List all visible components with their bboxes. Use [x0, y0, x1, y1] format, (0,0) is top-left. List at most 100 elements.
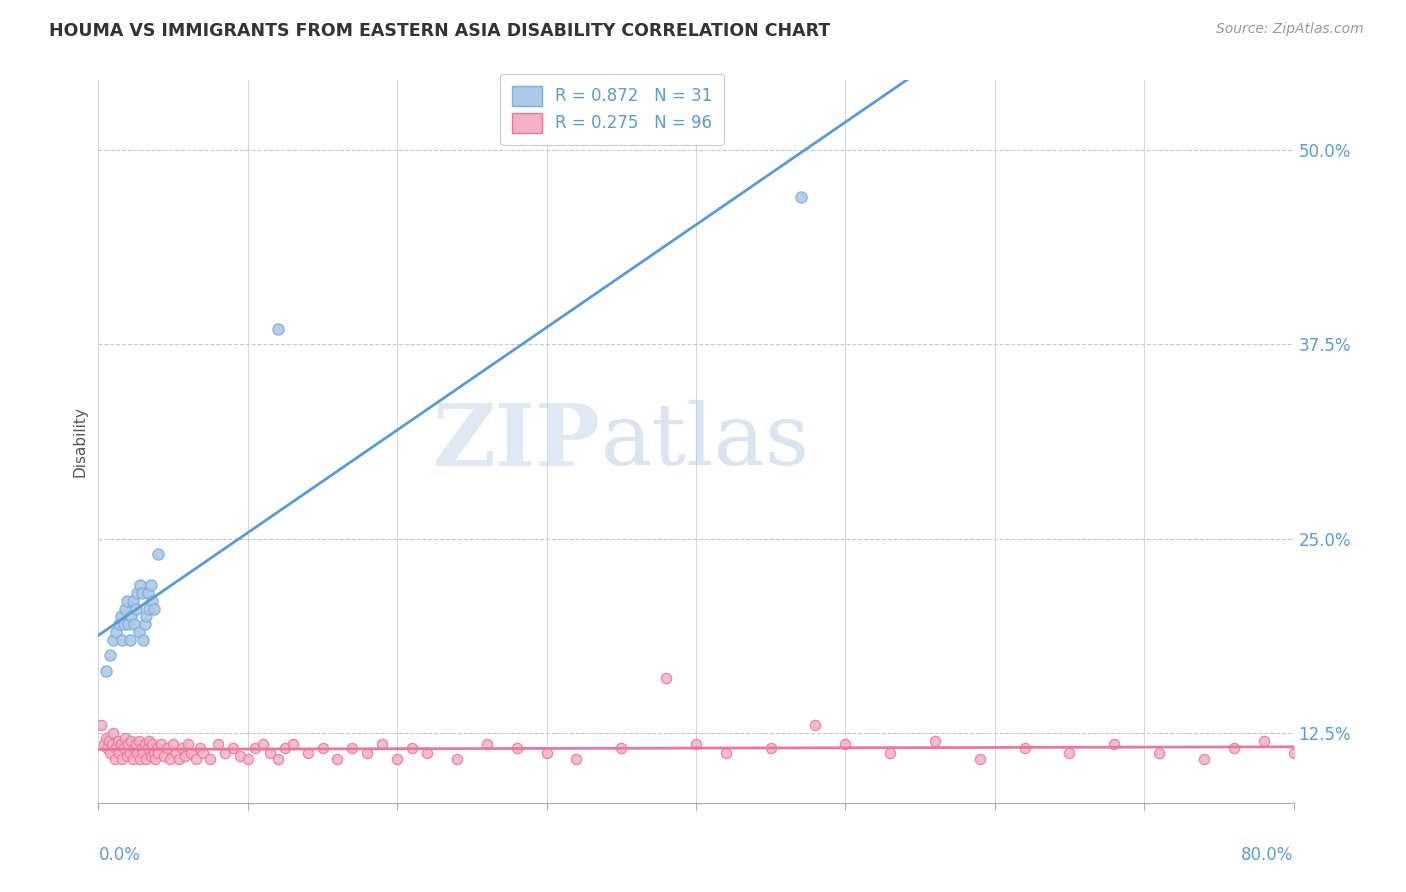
Point	[267, 752, 290, 766]
Point	[127, 746, 149, 760]
Point	[139, 578, 162, 592]
Point	[132, 632, 155, 647]
Point	[115, 749, 138, 764]
Point	[107, 733, 129, 747]
Point	[1192, 752, 1215, 766]
Point	[191, 746, 214, 760]
Point	[114, 601, 136, 615]
Point	[610, 741, 633, 756]
Point	[103, 726, 125, 740]
Point	[134, 617, 156, 632]
Point	[121, 752, 143, 766]
Point	[222, 741, 245, 756]
Point	[259, 746, 281, 760]
Point	[148, 547, 170, 561]
Point	[131, 586, 153, 600]
Point	[138, 601, 160, 615]
Point	[111, 632, 134, 647]
Point	[789, 190, 811, 204]
Point	[267, 322, 290, 336]
Legend: R = 0.872   N = 31, R = 0.275   N = 96: R = 0.872 N = 31, R = 0.275 N = 96	[501, 74, 724, 145]
Point	[131, 741, 153, 756]
Text: ZIP: ZIP	[433, 400, 600, 483]
Point	[236, 752, 259, 766]
Point	[138, 733, 160, 747]
Point	[281, 737, 304, 751]
Y-axis label: Disability: Disability	[72, 406, 87, 477]
Point	[1282, 746, 1305, 760]
Point	[143, 752, 166, 766]
Point	[132, 746, 155, 760]
Point	[342, 741, 364, 756]
Point	[207, 737, 229, 751]
Point	[1253, 733, 1275, 747]
Point	[125, 601, 148, 615]
Point	[101, 737, 124, 751]
Point	[153, 749, 176, 764]
Point	[148, 746, 170, 760]
Point	[136, 586, 159, 600]
Point	[114, 731, 136, 745]
Point	[969, 752, 991, 766]
Point	[214, 746, 236, 760]
Point	[759, 741, 782, 756]
Point	[1223, 741, 1246, 756]
Point	[200, 752, 222, 766]
Point	[655, 672, 678, 686]
Point	[156, 741, 179, 756]
Point	[103, 632, 125, 647]
Point	[94, 731, 117, 745]
Point	[121, 594, 143, 608]
Point	[108, 617, 131, 632]
Point	[385, 752, 409, 766]
Point	[97, 733, 120, 747]
Point	[326, 752, 349, 766]
Point	[118, 746, 141, 760]
Point	[245, 741, 267, 756]
Point	[252, 737, 274, 751]
Point	[128, 624, 150, 639]
Point	[188, 741, 211, 756]
Point	[297, 746, 319, 760]
Point	[117, 737, 139, 751]
Point	[110, 737, 132, 751]
Point	[118, 632, 141, 647]
Point	[879, 746, 901, 760]
Point	[105, 741, 128, 756]
Point	[115, 594, 138, 608]
Point	[141, 737, 163, 751]
Point	[804, 718, 827, 732]
Point	[124, 617, 146, 632]
Point	[356, 746, 378, 760]
Text: atlas: atlas	[600, 400, 810, 483]
Point	[98, 648, 122, 663]
Point	[229, 749, 252, 764]
Point	[141, 594, 163, 608]
Point	[120, 733, 142, 747]
Point	[685, 737, 707, 751]
Point	[125, 737, 148, 751]
Point	[475, 737, 498, 751]
Text: HOUMA VS IMMIGRANTS FROM EASTERN ASIA DISABILITY CORRELATION CHART: HOUMA VS IMMIGRANTS FROM EASTERN ASIA DI…	[49, 22, 831, 40]
Point	[111, 752, 134, 766]
Point	[112, 617, 135, 632]
Point	[96, 741, 118, 756]
Point	[506, 741, 529, 756]
Point	[924, 733, 946, 747]
Point	[127, 586, 149, 600]
Point	[834, 737, 856, 751]
Point	[159, 752, 181, 766]
Point	[150, 737, 173, 751]
Text: Source: ZipAtlas.com: Source: ZipAtlas.com	[1216, 22, 1364, 37]
Point	[565, 752, 588, 766]
Point	[311, 741, 333, 756]
Point	[129, 578, 152, 592]
Point	[105, 624, 128, 639]
Point	[135, 752, 157, 766]
Text: 0.0%: 0.0%	[98, 847, 141, 864]
Point	[94, 664, 117, 678]
Point	[145, 741, 167, 756]
Point	[177, 737, 200, 751]
Point	[274, 741, 297, 756]
Point	[184, 752, 207, 766]
